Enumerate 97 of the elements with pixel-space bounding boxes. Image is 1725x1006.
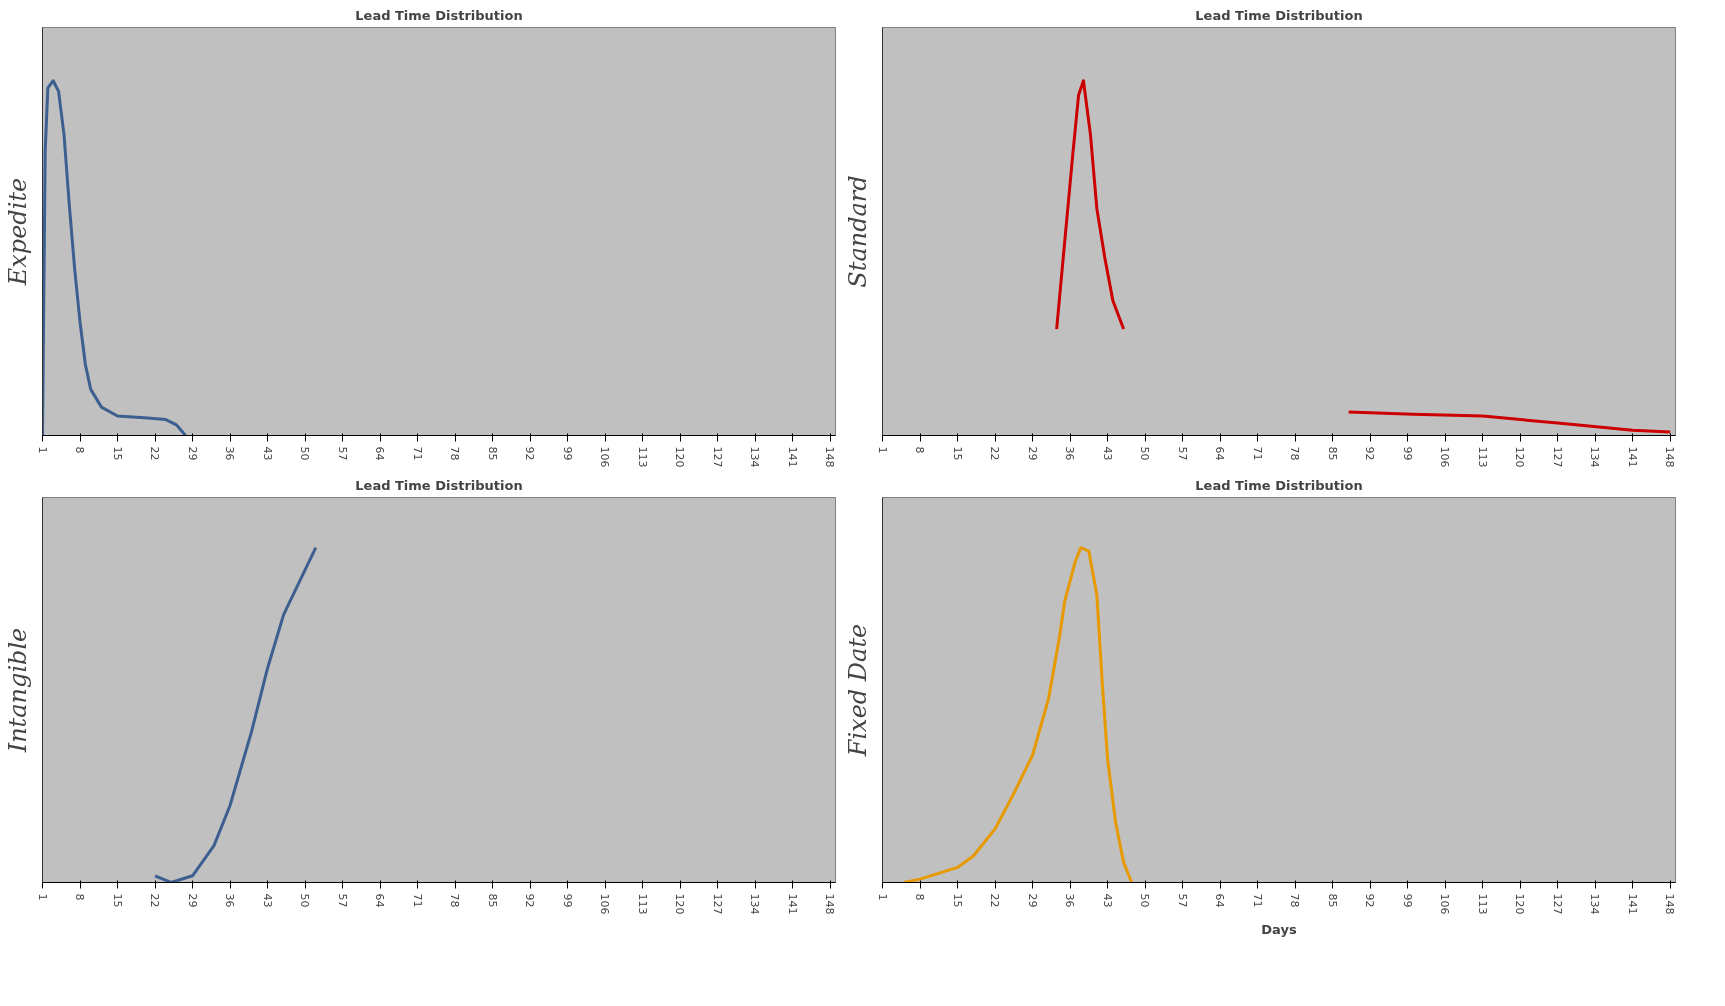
chart-title: Lead Time Distribution — [1195, 477, 1363, 493]
x-tick-label: 148 — [1663, 446, 1677, 468]
x-tick-label: 8 — [913, 446, 927, 454]
chart-title: Lead Time Distribution — [1195, 7, 1363, 23]
x-tick-label: 106 — [1438, 446, 1452, 468]
x-tick-label: 71 — [1250, 446, 1264, 461]
x-tick-label: 99 — [1400, 446, 1414, 461]
x-tick-label: 99 — [560, 893, 574, 908]
x-tick-label: 71 — [1250, 893, 1264, 908]
x-tick-label: 29 — [185, 893, 199, 908]
x-tick-label: 1 — [35, 446, 49, 454]
x-tick-label: 57 — [335, 446, 349, 461]
x-tick-label: 36 — [223, 446, 237, 461]
x-tick-label: 15 — [110, 446, 124, 461]
y-axis-title: Fixed Date — [843, 623, 872, 758]
x-tick-label: 78 — [1288, 446, 1302, 461]
x-tick-label: 22 — [148, 893, 162, 908]
x-tick-label: 78 — [1288, 893, 1302, 908]
x-tick-label: 85 — [485, 893, 499, 908]
x-tick-label: 120 — [1513, 446, 1527, 468]
y-axis-title: Standard — [843, 175, 872, 288]
x-tick-label: 134 — [748, 893, 762, 915]
x-tick-label: 127 — [710, 893, 724, 915]
x-tick-label: 64 — [373, 893, 387, 908]
x-tick-label: 50 — [1138, 893, 1152, 908]
x-tick-label: 92 — [1363, 446, 1377, 461]
x-tick-label: 57 — [335, 893, 349, 908]
x-tick-label: 99 — [1400, 893, 1414, 908]
x-tick-label: 8 — [73, 446, 87, 454]
x-tick-label: 141 — [785, 446, 799, 468]
x-tick-label: 134 — [748, 446, 762, 468]
x-tick-label: 57 — [1175, 446, 1189, 461]
x-tick-label: 120 — [673, 446, 687, 468]
x-tick-label: 8 — [73, 893, 87, 901]
x-tick-label: 50 — [298, 893, 312, 908]
x-tick-label: 92 — [1363, 893, 1377, 908]
x-tick-label: 22 — [988, 446, 1002, 461]
x-tick-label: 148 — [1663, 893, 1677, 915]
x-tick-label: 85 — [1325, 446, 1339, 461]
x-tick-label: 50 — [298, 446, 312, 461]
x-tick-label: 106 — [1438, 893, 1452, 915]
x-tick-label: 141 — [785, 893, 799, 915]
x-tick-label: 50 — [1138, 446, 1152, 461]
chart-title: Lead Time Distribution — [355, 477, 523, 493]
x-tick-label: 43 — [260, 446, 274, 461]
x-tick-label: 15 — [950, 446, 964, 461]
x-tick-label: 57 — [1175, 893, 1189, 908]
chart-title: Lead Time Distribution — [355, 7, 523, 23]
x-tick-label: 127 — [1550, 893, 1564, 915]
x-tick-label: 85 — [485, 446, 499, 461]
y-axis-title: Intangible — [3, 627, 32, 754]
x-tick-label: 1 — [875, 893, 889, 901]
x-tick-label: 120 — [673, 893, 687, 915]
x-tick-label: 43 — [260, 893, 274, 908]
x-tick-label: 148 — [823, 893, 837, 915]
x-tick-label: 99 — [560, 446, 574, 461]
x-tick-label: 113 — [635, 893, 649, 915]
x-tick-label: 22 — [988, 893, 1002, 908]
x-tick-label: 36 — [223, 893, 237, 908]
x-tick-label: 64 — [1213, 446, 1227, 461]
x-tick-label: 1 — [35, 893, 49, 901]
x-tick-label: 64 — [373, 446, 387, 461]
y-axis-title: Expedite — [3, 177, 32, 287]
x-tick-label: 29 — [185, 446, 199, 461]
x-tick-label: 71 — [410, 446, 424, 461]
x-tick-label: 78 — [448, 893, 462, 908]
x-tick-label: 1 — [875, 446, 889, 454]
x-tick-label: 78 — [448, 446, 462, 461]
x-tick-label: 15 — [950, 893, 964, 908]
x-tick-label: 120 — [1513, 893, 1527, 915]
x-tick-label: 92 — [523, 446, 537, 461]
x-tick-label: 43 — [1100, 446, 1114, 461]
x-tick-label: 141 — [1625, 893, 1639, 915]
x-tick-label: 22 — [148, 446, 162, 461]
x-tick-label: 106 — [598, 446, 612, 468]
x-tick-label: 127 — [1550, 446, 1564, 468]
x-tick-label: 148 — [823, 446, 837, 468]
x-tick-label: 141 — [1625, 446, 1639, 468]
x-tick-label: 106 — [598, 893, 612, 915]
x-tick-label: 134 — [1588, 446, 1602, 468]
x-tick-label: 71 — [410, 893, 424, 908]
x-tick-label: 36 — [1063, 446, 1077, 461]
x-tick-label: 85 — [1325, 893, 1339, 908]
x-tick-label: 29 — [1025, 893, 1039, 908]
x-tick-label: 29 — [1025, 446, 1039, 461]
x-axis-title: Days — [1261, 922, 1297, 938]
x-tick-label: 64 — [1213, 893, 1227, 908]
x-tick-label: 8 — [913, 893, 927, 901]
x-tick-label: 134 — [1588, 893, 1602, 915]
x-tick-label: 113 — [1475, 446, 1489, 468]
x-tick-label: 92 — [523, 893, 537, 908]
x-tick-label: 15 — [110, 893, 124, 908]
x-tick-label: 113 — [635, 446, 649, 468]
x-tick-label: 113 — [1475, 893, 1489, 915]
x-tick-label: 127 — [710, 446, 724, 468]
x-tick-label: 43 — [1100, 893, 1114, 908]
x-tick-label: 36 — [1063, 893, 1077, 908]
